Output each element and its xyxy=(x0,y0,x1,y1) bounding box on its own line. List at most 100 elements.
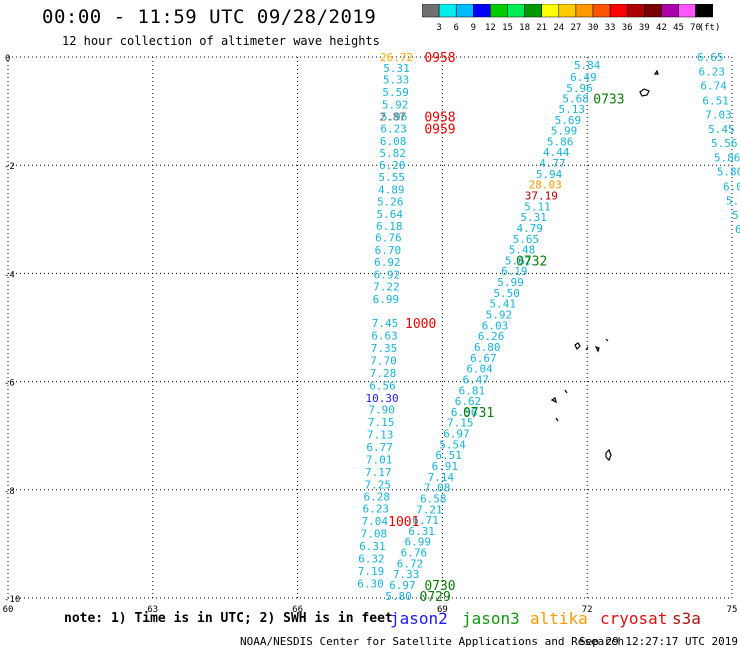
swh-value-label: 7.19 xyxy=(358,565,385,578)
swh-value-label: 7.70 xyxy=(370,355,397,368)
swh-value-label: 7.03 xyxy=(705,108,732,121)
color-scale-swatch xyxy=(695,4,713,18)
satellite-legend-s3a: s3a xyxy=(672,609,701,628)
swh-value-label: 7.90 xyxy=(368,404,395,417)
swh-value-label: 7.13 xyxy=(367,429,394,442)
swh-value-label: 6.51 xyxy=(435,449,462,462)
swh-value-label: 5.62 xyxy=(505,254,532,267)
swh-value-label: 6.58 xyxy=(420,492,447,505)
swh-value-label: 28.03 xyxy=(529,179,562,192)
color-scale-label: 36 xyxy=(622,23,633,33)
swh-value-label: 5.96 xyxy=(566,82,593,95)
pass-time-label: 0730 xyxy=(424,579,455,594)
pass-time-label: 0729 xyxy=(420,590,451,605)
page-subtitle: 12 hour collection of altimeter wave hei… xyxy=(62,34,380,48)
swh-value-label: 6.71 xyxy=(412,514,439,527)
island-outlines xyxy=(550,69,659,462)
swh-value-label: 6.56 xyxy=(369,379,396,392)
swh-value-label: 6.32 xyxy=(358,553,385,566)
swh-value-label: 7.08 xyxy=(424,482,451,495)
swh-value-label: 5.11 xyxy=(524,200,551,213)
swh-value-label: 4.77 xyxy=(539,157,566,170)
page-title: 00:00 - 11:59 UTC 09/28/2019 xyxy=(42,6,377,28)
color-scale-label: 21 xyxy=(536,23,547,33)
swh-value-label: 6.04 xyxy=(466,363,493,376)
swh-value-label: 5.13 xyxy=(559,103,586,116)
swh-value-label: 7.01 xyxy=(366,454,393,467)
swh-value-label: 7.25 xyxy=(364,478,391,491)
y-tick-label: -8 xyxy=(4,487,15,497)
swh-value-label: 5.65 xyxy=(513,233,540,246)
swh-value-label: 6. xyxy=(735,223,740,236)
x-tick-label: 72 xyxy=(582,605,593,615)
swh-value-label: 6.65 xyxy=(697,51,724,64)
pass-time-label: 0958 xyxy=(424,111,455,126)
swh-value-label: 6.81 xyxy=(459,384,486,397)
color-scale-label: 42 xyxy=(656,23,667,33)
color-scale-label: 24 xyxy=(553,23,564,33)
swh-value-label: 5.96 xyxy=(381,111,408,124)
x-tick-label: 69 xyxy=(437,605,448,615)
swh-value-label: 5.45 xyxy=(708,123,735,136)
swh-value-label: 6.0 xyxy=(723,180,740,193)
swh-value-label: 6.97 xyxy=(443,428,470,441)
swh-value-label: 5.50 xyxy=(493,287,520,300)
swh-value-label: 5.59 xyxy=(382,86,409,99)
x-tick-label: 60 xyxy=(3,605,14,615)
swh-value-label: 5.86 xyxy=(714,152,740,165)
pass-time-label: 0733 xyxy=(593,93,624,108)
swh-value-label: 5.80 xyxy=(385,590,412,603)
swh-value-label: 5.26 xyxy=(377,195,404,208)
swh-value-label: 5.31 xyxy=(520,211,547,224)
swh-value-label: 6.74 xyxy=(700,80,727,93)
swh-value-label: 5.56 xyxy=(711,137,738,150)
swh-value-label: 7.33 xyxy=(393,568,420,581)
color-scale: 3 6 9 12 15 18 21 24 27 30 33 36 39 42 45 70(ft) xyxy=(422,4,721,33)
swh-value-label: 7.21 xyxy=(416,503,443,516)
y-tick-label: -6 xyxy=(4,379,15,389)
island-outline xyxy=(555,417,559,422)
swh-value-label: 6.18 xyxy=(376,220,403,233)
pass-time-label: 1001 xyxy=(388,515,419,530)
swh-value-label: 5.55 xyxy=(378,171,405,184)
swh-value-label: 5.48 xyxy=(509,244,536,257)
wave-height-labels: 5.315.335.595.925.966.236.085.826.205.55… xyxy=(357,51,740,605)
swh-value-label: 6.92 xyxy=(374,268,401,281)
swh-value-label: 6.31 xyxy=(359,540,386,553)
island-outline xyxy=(639,88,650,97)
color-scale-label: 39 xyxy=(639,23,650,33)
x-tick-label: 66 xyxy=(292,605,303,615)
swh-value-label: 6.76 xyxy=(401,547,428,560)
swh-value-label: 7.35 xyxy=(371,342,398,355)
swh-value-label: 5.84 xyxy=(574,59,601,72)
swh-value-label: 6.23 xyxy=(698,66,725,79)
swh-value-label: 5.31 xyxy=(383,62,410,75)
swh-value-label: 4.44 xyxy=(543,146,570,159)
swh-value-label: 6.67 xyxy=(470,352,497,365)
pass-time-label: 1000 xyxy=(405,317,436,332)
swh-value-label: 7.22 xyxy=(373,280,400,293)
island-outline xyxy=(605,448,612,462)
swh-value-label: 5. xyxy=(732,209,740,222)
swh-value-label: 6.77 xyxy=(366,441,393,454)
swh-value-label: 6.28 xyxy=(364,490,391,503)
swh-value-label: 5.9 xyxy=(726,194,740,207)
swh-value-label: 5.86 xyxy=(547,135,574,148)
generated-timestamp: Sep 29 12:27:17 UTC 2019 xyxy=(579,635,738,648)
island-outline xyxy=(585,346,589,351)
color-scale-label: 15 xyxy=(502,23,513,33)
swh-value-label: 6.72 xyxy=(397,557,424,570)
swh-value-label: 5.99 xyxy=(497,276,524,289)
y-tick-label: -2 xyxy=(4,162,15,172)
swh-value-label: 6.99 xyxy=(373,293,400,306)
color-scale-unit: (ft) xyxy=(699,23,721,33)
swh-value-label: 6.47 xyxy=(462,373,489,386)
map-grid xyxy=(7,56,733,599)
color-scale-label: 70 xyxy=(690,23,701,33)
color-scale-label: 12 xyxy=(485,23,496,33)
satellite-legend-cryosat: cryosat xyxy=(600,609,668,628)
swh-value-label: 7.45 xyxy=(372,317,399,330)
swh-value-label: 6.63 xyxy=(371,330,398,343)
color-scale-label: 30 xyxy=(588,23,599,33)
